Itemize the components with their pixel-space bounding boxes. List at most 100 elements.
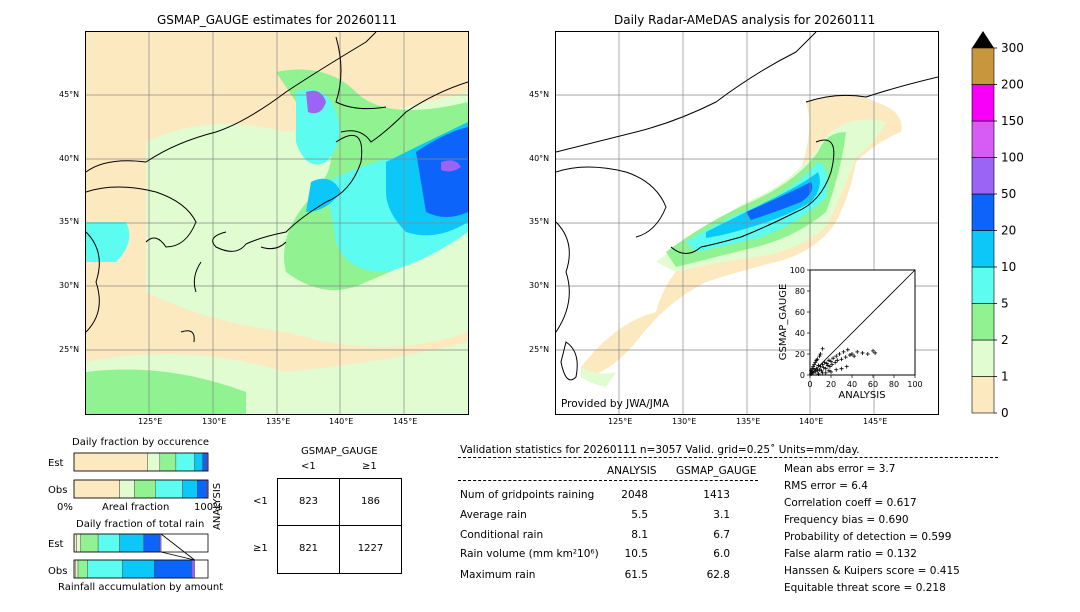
scatter-x-ticks: 0 20 40 60 80 100 — [807, 375, 923, 389]
col-gsmap: GSMAP_GAUGE — [676, 465, 757, 477]
colorbar-segment — [971, 120, 995, 158]
colorbar-segment — [971, 303, 995, 341]
fraction-bar-segment — [73, 452, 148, 472]
fraction-bar-frame — [73, 559, 209, 579]
fraction-connector — [160, 533, 195, 561]
fraction-bar-frame — [73, 479, 209, 499]
total-rain-bars — [73, 533, 209, 579]
scatter-point — [830, 362, 835, 367]
fraction-bar-segment — [97, 533, 120, 553]
colorbar-segment — [971, 47, 995, 85]
scatter-point — [834, 354, 839, 359]
fraction-bar-segment — [202, 452, 207, 472]
score: Mean abs error = 3.7 — [784, 463, 896, 475]
scatter-point — [873, 350, 878, 355]
validation-header: Validation statistics for 20260111 n=305… — [460, 444, 860, 456]
stat-analysis: 5.5 — [631, 509, 648, 521]
ct-row-header: <1 — [253, 496, 268, 507]
scatter-x-tick-label: 0 — [807, 380, 812, 389]
colorbar-segments — [971, 47, 995, 414]
right-lon-label: 140°E — [799, 417, 824, 426]
stat-label: Conditional rain — [460, 529, 544, 541]
validation-divider — [458, 457, 998, 458]
right-lat-label: 30°N — [529, 281, 550, 290]
colorbar-segment — [971, 157, 995, 195]
scatter-point — [811, 370, 816, 375]
scatter-point — [860, 350, 865, 355]
right-map-graphic — [556, 32, 938, 414]
stat-gsmap: 6.7 — [713, 529, 730, 541]
scatter-xlabel: ANALYSIS — [838, 390, 885, 401]
scatter-point — [831, 356, 836, 361]
scatter-y-tick-label: 100 — [790, 266, 805, 275]
scatter-point — [871, 348, 875, 353]
colorbar-label: 5 — [1001, 297, 1009, 311]
scatter-point — [823, 366, 828, 371]
scatter-point — [835, 358, 840, 363]
rain-est-label: Est — [48, 539, 64, 550]
colorbar-label: 200 — [1001, 78, 1024, 92]
fraction-bar-segment — [119, 479, 135, 499]
score: False alarm ratio = 0.132 — [784, 548, 917, 560]
ct-hdivider — [278, 525, 401, 526]
fraction-bar-segment — [76, 533, 81, 553]
stat-analysis: 10.5 — [624, 548, 648, 560]
ct-cell: 823 — [298, 496, 319, 507]
scatter-point — [820, 362, 825, 367]
stat-gsmap: 1413 — [703, 489, 730, 501]
scatter-point — [852, 354, 857, 359]
scatter-x-tick-label: 100 — [907, 380, 922, 389]
ct-col-header: <1 — [301, 461, 316, 472]
ct-col-header: ≥1 — [362, 461, 377, 472]
scatter-point — [829, 369, 833, 374]
scatter-ylabel: GSMAP_GAUGE — [778, 284, 789, 361]
left-lon-label: 135°E — [266, 417, 291, 426]
scatter-point — [826, 368, 831, 373]
fraction-bar-segment — [194, 452, 203, 472]
ct-cell: 1227 — [357, 543, 384, 554]
left-lat-label: 45°N — [59, 90, 80, 99]
scatter-y-tick-label: 60 — [795, 308, 805, 317]
ct-vdivider — [339, 479, 340, 573]
scatter-point — [817, 367, 822, 372]
ct-row-axis-label: ANALYSIS — [212, 482, 223, 530]
right-lon-label: 135°E — [736, 417, 761, 426]
left-map-graphic — [86, 32, 468, 414]
fraction-bar-segment — [77, 559, 88, 579]
scatter-x-tick-label: 40 — [847, 380, 857, 389]
left-lat-label: 35°N — [59, 217, 80, 226]
right-lat-label: 25°N — [529, 345, 550, 354]
ct-cell: 186 — [360, 496, 381, 507]
fraction-bar-segment — [121, 559, 155, 579]
scatter-point — [815, 368, 820, 373]
scatter-point — [809, 368, 814, 373]
occ-tick-100: 100% — [194, 502, 223, 513]
fraction-bar-frame — [73, 533, 209, 553]
scatter-point — [812, 367, 817, 372]
scatter-point — [824, 361, 829, 366]
left-lat-label: 40°N — [59, 154, 80, 163]
colorbar-labels: 0 1 2 5 10 20 50 100 150 200 300 — [994, 41, 1024, 420]
scatter-point — [827, 364, 832, 369]
right-map-title: Daily Radar-AMeDAS analysis for 20260111 — [614, 13, 876, 27]
colorbar-label: 10 — [1001, 260, 1016, 274]
colorbar-segment — [971, 339, 995, 377]
occ-obs-label: Obs — [48, 485, 67, 496]
colorbar-segment — [971, 376, 995, 414]
table-divider — [458, 480, 758, 481]
fraction-bar-segment — [87, 559, 123, 579]
left-map — [85, 31, 469, 415]
fraction-bar-segment — [197, 479, 207, 499]
colorbar-label: 300 — [1001, 41, 1024, 55]
fraction-bar-segment — [159, 533, 162, 553]
stat-label: Num of gridpoints raining — [460, 489, 595, 501]
scatter-reference-line — [809, 269, 916, 376]
scatter-point — [814, 358, 819, 363]
stat-gsmap: 62.8 — [706, 569, 730, 581]
score: Frequency bias = 0.690 — [784, 514, 909, 526]
right-lon-label: 145°E — [863, 417, 888, 426]
scatter-y-ticks: 0 20 40 60 80 100 — [790, 266, 810, 380]
fraction-bar-segment — [75, 559, 79, 579]
scatter-x-tick-label: 60 — [868, 380, 878, 389]
occ-xlabel: Areal fraction — [102, 502, 169, 513]
